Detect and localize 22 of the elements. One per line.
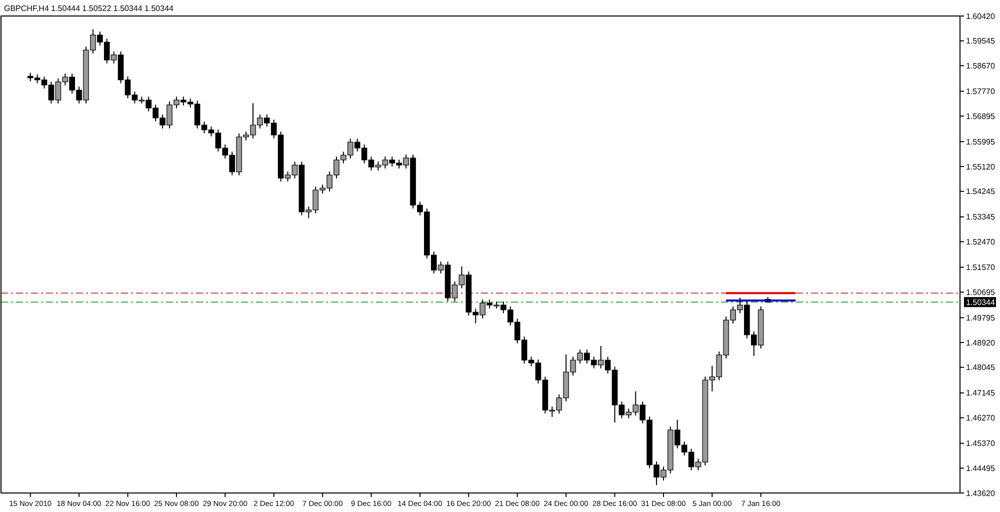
y-tick-label: 1.57770 bbox=[966, 87, 996, 96]
y-tick-label: 1.48920 bbox=[966, 338, 996, 348]
y-tick-label: 1.58670 bbox=[966, 61, 996, 70]
y-tick-label: 1.56895 bbox=[966, 112, 996, 121]
y-tick-label: 1.44495 bbox=[966, 464, 996, 473]
ref-line-label: 1.50344 bbox=[966, 298, 996, 307]
y-tick-label: 1.48045 bbox=[966, 363, 996, 372]
y-tick-label: 1.45370 bbox=[966, 439, 996, 448]
y-tick-label: 1.52470 bbox=[966, 238, 996, 247]
y-tick-label: 1.54245 bbox=[966, 187, 996, 196]
y-tick-label: 1.47145 bbox=[966, 388, 996, 398]
y-tick-label: 1.43620 bbox=[966, 488, 996, 498]
y-tick-label: 1.51570 bbox=[966, 263, 996, 272]
y-tick-label: 1.53345 bbox=[966, 212, 996, 222]
y-tick-label: 1.46270 bbox=[966, 414, 996, 423]
y-tick-label: 1.59545 bbox=[966, 36, 996, 46]
chart-title: GBPCHF,H4 1.50444 1.50522 1.50344 1.50344 bbox=[4, 4, 174, 13]
y-tick-label: 1.55120 bbox=[966, 162, 996, 172]
y-tick-label: 1.55995 bbox=[966, 137, 996, 146]
y-tick-label: 1.50695 bbox=[966, 288, 996, 297]
y-tick-label: 1.49795 bbox=[966, 313, 996, 322]
y-tick-label: 1.60420 bbox=[966, 12, 996, 21]
